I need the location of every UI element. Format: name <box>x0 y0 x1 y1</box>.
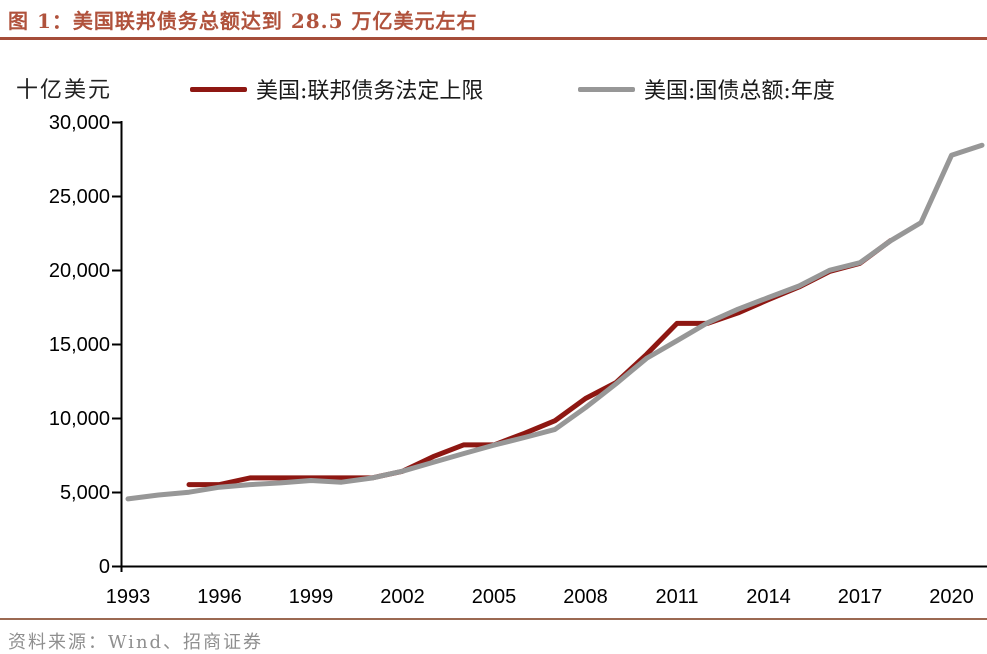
y-tick-label: 30,000 <box>49 112 110 134</box>
legend-swatch-debt-limit <box>190 86 247 92</box>
x-tick-label: 1996 <box>197 586 242 608</box>
title-rule <box>0 37 987 40</box>
source-rule <box>0 618 987 620</box>
y-axis-unit-label: 十亿美元 <box>16 78 113 103</box>
legend-item-total-debt: 美国:国债总额:年度 <box>578 76 835 104</box>
y-tick-label: 5,000 <box>60 482 110 504</box>
x-tick-label: 2020 <box>929 586 974 608</box>
legend-label-total-debt: 美国:国债总额:年度 <box>644 79 835 104</box>
series-line-debt-limit <box>186 238 893 488</box>
x-tick-label: 2008 <box>563 586 608 608</box>
series-line-total-debt <box>125 142 985 502</box>
source-text: 资料来源：Wind、招商证券 <box>8 632 264 653</box>
x-tick-label: 2005 <box>472 586 517 608</box>
x-tick-label: 1993 <box>106 586 151 608</box>
legend-item-debt-limit: 美国:联邦债务法定上限 <box>190 76 484 104</box>
x-tick-label: 2017 <box>838 586 883 608</box>
y-tick-label: 20,000 <box>49 260 110 282</box>
x-tick-label: 2014 <box>746 586 791 608</box>
x-tick-label: 1999 <box>289 586 334 608</box>
y-tick-label: 15,000 <box>49 334 110 356</box>
y-tick-label: 25,000 <box>49 186 110 208</box>
x-tick-label: 2002 <box>380 586 425 608</box>
figure-title: 图 1：美国联邦债务总额达到 28.5 万亿美元左右 <box>8 9 478 33</box>
legend-label-debt-limit: 美国:联邦债务法定上限 <box>256 79 484 104</box>
y-tick-label: 10,000 <box>49 408 110 430</box>
legend-swatch-total-debt <box>578 86 635 92</box>
y-tick-label: 0 <box>99 556 110 578</box>
x-tick-label: 2011 <box>655 586 698 608</box>
